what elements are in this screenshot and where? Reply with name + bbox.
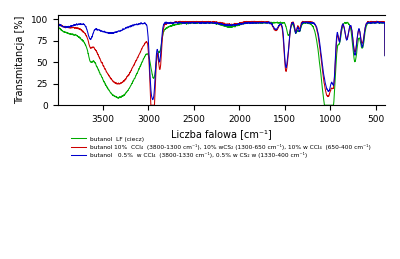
butanol   0.5%  w CCl₄  (3800-1330 cm⁻¹), 0.5% w CS₂ w (1330-400 cm⁻¹) (282, 43, 286, 46)
butanol   0.5%  w CCl₄  (3800-1330 cm⁻¹), 0.5% w CS₂ w (1330-400 cm⁻¹) (266, 20, 271, 23)
butanol   0.5%  w CCl₄  (3800-1330 cm⁻¹), 0.5% w CS₂ w (1330-400 cm⁻¹) (157, 60, 162, 63)
X-axis label: Liczba falowa [cm⁻¹]: Liczba falowa [cm⁻¹] (171, 130, 272, 140)
butanol   0.5%  w CCl₄  (3800-1330 cm⁻¹), 0.5% w CS₂ w (1330-400 cm⁻¹) (76, 22, 80, 25)
butanol  LF (ciecz) (382, 54, 387, 57)
Legend: butanol  LF (ciecz), butanol 10%  CCl₄  (3800-1300 cm⁻¹), 10% wCS₂ (1300-650 cm⁻: butanol LF (ciecz), butanol 10% CCl₄ (38… (70, 135, 372, 160)
butanol 10%  CCl₄  (3800-1300 cm⁻¹), 10% wCS₂ (1300-650 cm⁻¹), 10% w CCl₄  (650-400 cm⁻¹) (308, 21, 313, 24)
butanol   0.5%  w CCl₄  (3800-1330 cm⁻¹), 0.5% w CS₂ w (1330-400 cm⁻¹) (308, 21, 313, 25)
butanol  LF (ciecz) (55, 56, 60, 59)
Line: butanol 10%  CCl₄  (3800-1300 cm⁻¹), 10% wCS₂ (1300-650 cm⁻¹), 10% w CCl₄  (650-400 cm⁻¹): butanol 10% CCl₄ (3800-1300 cm⁻¹), 10% w… (58, 21, 385, 105)
butanol  LF (ciecz) (157, 51, 162, 54)
butanol 10%  CCl₄  (3800-1300 cm⁻¹), 10% wCS₂ (1300-650 cm⁻¹), 10% w CCl₄  (650-400 cm⁻¹) (76, 26, 80, 30)
butanol  LF (ciecz) (281, 21, 286, 24)
butanol  LF (ciecz) (308, 22, 313, 25)
butanol   0.5%  w CCl₄  (3800-1330 cm⁻¹), 0.5% w CS₂ w (1330-400 cm⁻¹) (94, 28, 99, 32)
Line: butanol  LF (ciecz): butanol LF (ciecz) (58, 22, 385, 105)
butanol   0.5%  w CCl₄  (3800-1330 cm⁻¹), 0.5% w CS₂ w (1330-400 cm⁻¹) (150, 98, 155, 101)
Y-axis label: Transmitancja [%]: Transmitancja [%] (15, 16, 25, 104)
butanol 10%  CCl₄  (3800-1300 cm⁻¹), 10% wCS₂ (1300-650 cm⁻¹), 10% w CCl₄  (650-400 cm⁻¹) (55, 55, 60, 58)
butanol  LF (ciecz) (376, 20, 381, 23)
butanol 10%  CCl₄  (3800-1300 cm⁻¹), 10% wCS₂ (1300-650 cm⁻¹), 10% w CCl₄  (650-400 cm⁻¹) (157, 67, 162, 70)
butanol  LF (ciecz) (94, 65, 99, 68)
butanol 10%  CCl₄  (3800-1300 cm⁻¹), 10% wCS₂ (1300-650 cm⁻¹), 10% w CCl₄  (650-400 cm⁻¹) (382, 54, 387, 57)
butanol 10%  CCl₄  (3800-1300 cm⁻¹), 10% wCS₂ (1300-650 cm⁻¹), 10% w CCl₄  (650-400 cm⁻¹) (94, 51, 99, 54)
butanol 10%  CCl₄  (3800-1300 cm⁻¹), 10% wCS₂ (1300-650 cm⁻¹), 10% w CCl₄  (650-400 cm⁻¹) (282, 46, 286, 49)
butanol   0.5%  w CCl₄  (3800-1330 cm⁻¹), 0.5% w CS₂ w (1330-400 cm⁻¹) (94, 27, 99, 30)
butanol  LF (ciecz) (322, 104, 327, 107)
butanol  LF (ciecz) (94, 64, 99, 68)
butanol   0.5%  w CCl₄  (3800-1330 cm⁻¹), 0.5% w CS₂ w (1330-400 cm⁻¹) (55, 55, 60, 58)
butanol 10%  CCl₄  (3800-1300 cm⁻¹), 10% wCS₂ (1300-650 cm⁻¹), 10% w CCl₄  (650-400 cm⁻¹) (94, 50, 99, 53)
butanol 10%  CCl₄  (3800-1300 cm⁻¹), 10% wCS₂ (1300-650 cm⁻¹), 10% w CCl₄  (650-400 cm⁻¹) (374, 20, 379, 23)
butanol 10%  CCl₄  (3800-1300 cm⁻¹), 10% wCS₂ (1300-650 cm⁻¹), 10% w CCl₄  (650-400 cm⁻¹) (148, 104, 153, 107)
butanol   0.5%  w CCl₄  (3800-1330 cm⁻¹), 0.5% w CS₂ w (1330-400 cm⁻¹) (382, 54, 387, 57)
butanol  LF (ciecz) (76, 35, 80, 38)
Line: butanol   0.5%  w CCl₄  (3800-1330 cm⁻¹), 0.5% w CS₂ w (1330-400 cm⁻¹): butanol 0.5% w CCl₄ (3800-1330 cm⁻¹), 0.… (58, 22, 385, 100)
